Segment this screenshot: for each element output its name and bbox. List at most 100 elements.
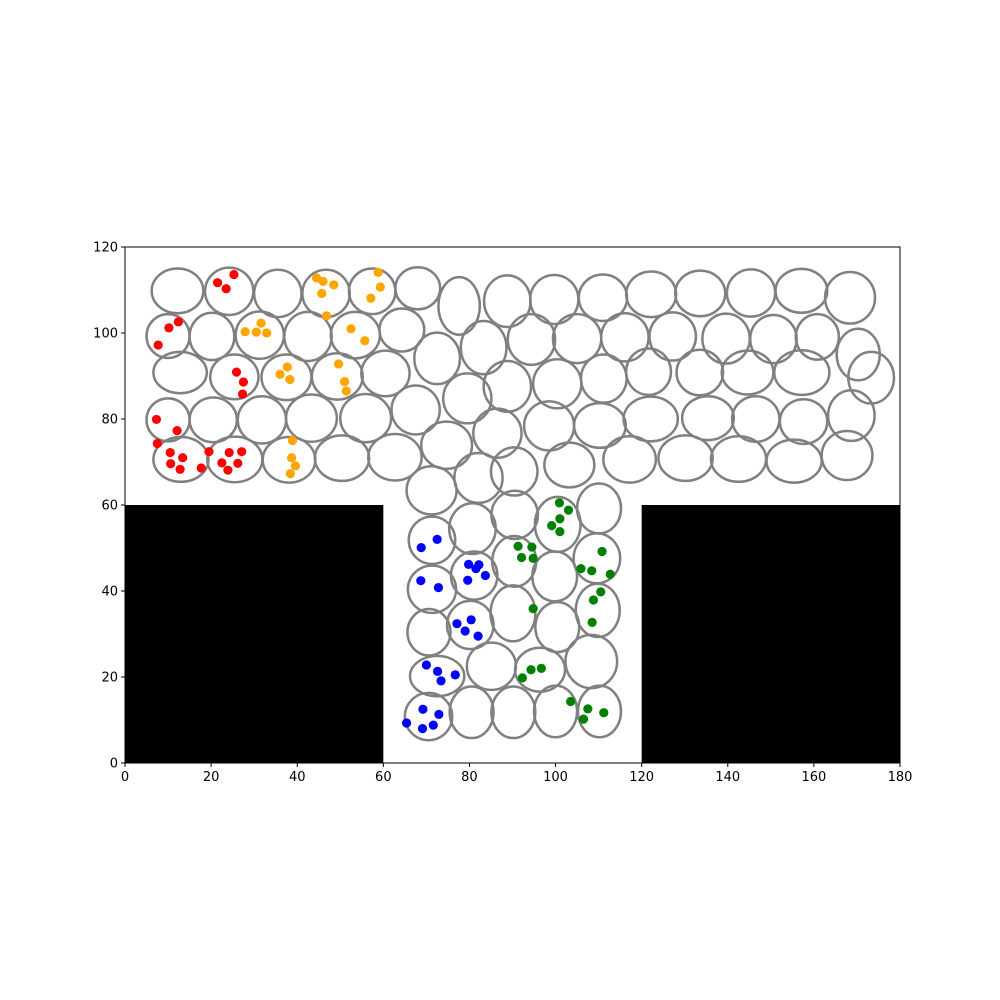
blue-point [418,704,428,714]
orange-point [287,435,298,446]
orange-point [256,318,266,328]
orange-point [366,293,376,303]
x-tick-label: 160 [801,770,826,785]
cell-ellipse [413,331,462,386]
cell-ellipse [448,685,495,740]
blue-point [452,619,462,629]
x-tick-label: 80 [461,770,478,785]
red-point [166,459,176,469]
cell-ellipse [152,435,210,484]
cell-ellipse [543,441,596,489]
red-point [217,458,227,468]
x-tick-label: 20 [203,770,220,785]
blue-point [433,582,444,593]
red-point [229,269,239,280]
green-point [566,696,576,707]
red-point [196,463,206,473]
orange-point [321,311,332,321]
green-point [555,527,565,537]
orange-point [318,276,328,286]
blue-point [401,718,412,728]
orange-point [329,280,339,290]
green-point [555,514,565,524]
cell-ellipse [823,270,877,325]
green-point [578,714,589,724]
x-tick-label: 100 [543,770,568,785]
y-tick-label: 120 [93,241,118,256]
x-tick-label: 0 [121,770,129,785]
red-point [204,447,214,457]
green-point [516,552,527,563]
blue-point [466,615,476,625]
cell-ellipse [490,685,537,740]
orange-point [360,336,370,346]
green-point [605,569,615,579]
obstacles-layer [125,505,900,763]
cell-ellipse [403,691,454,742]
cell-ellipse [152,350,209,395]
green-point [576,564,586,574]
cell-ellipse [419,420,474,471]
green-point [527,542,537,552]
cell-ellipse [472,407,523,459]
blue-point [432,534,442,545]
orange-point [240,327,250,337]
cell-ellipse [574,582,621,639]
blue-point [416,576,426,586]
x-axis: 0 20 40 60 80 100 120 140 160 180 [121,763,912,785]
y-tick-label: 80 [101,413,118,428]
blue-point [473,631,483,641]
y-tick-label: 40 [101,585,118,600]
cell-ellipse [506,312,557,367]
cell-ellipse [150,267,205,315]
cell-ellipse [674,269,727,318]
cell-ellipse [794,312,841,361]
green-point [517,673,528,683]
red-point [233,458,243,468]
blue-point [432,666,443,677]
green-point [526,665,536,675]
red-point [221,284,231,294]
cell-ellipse [648,311,698,362]
orange-point [290,461,301,471]
y-tick-label: 0 [110,757,118,772]
green-point [554,498,565,508]
green-point [599,708,609,718]
cell-ellipse [826,388,876,443]
points-layer [151,267,615,734]
red-point [173,317,183,327]
blue-point [417,724,428,734]
cell-ellipse [394,265,442,311]
red-point [151,414,162,425]
red-point [152,438,162,449]
red-point [178,453,188,463]
red-point [164,323,174,333]
cell-ellipse [489,446,539,497]
red-point [175,464,185,474]
orange-point [375,282,385,292]
blue-point [450,670,460,680]
orange-point [341,386,351,396]
blue-point [463,575,473,585]
red-point [224,447,234,458]
obstacle-block [641,505,900,763]
orange-point [373,267,383,277]
cell-ellipse [774,267,829,315]
blue-point [416,542,426,553]
cell-ellipse [675,348,725,397]
x-tick-label: 120 [629,770,654,785]
green-point [596,587,606,597]
orange-point [339,376,350,387]
orange-point [262,328,272,338]
cell-ellipse [360,349,411,398]
y-tick-label: 60 [101,499,118,514]
cell-ellipse [820,429,874,482]
green-point [597,546,607,557]
x-tick-label: 40 [289,770,306,785]
green-point [528,553,538,563]
blue-point [421,660,431,670]
cell-ellipse [284,393,339,444]
cell-ellipse [773,348,831,397]
